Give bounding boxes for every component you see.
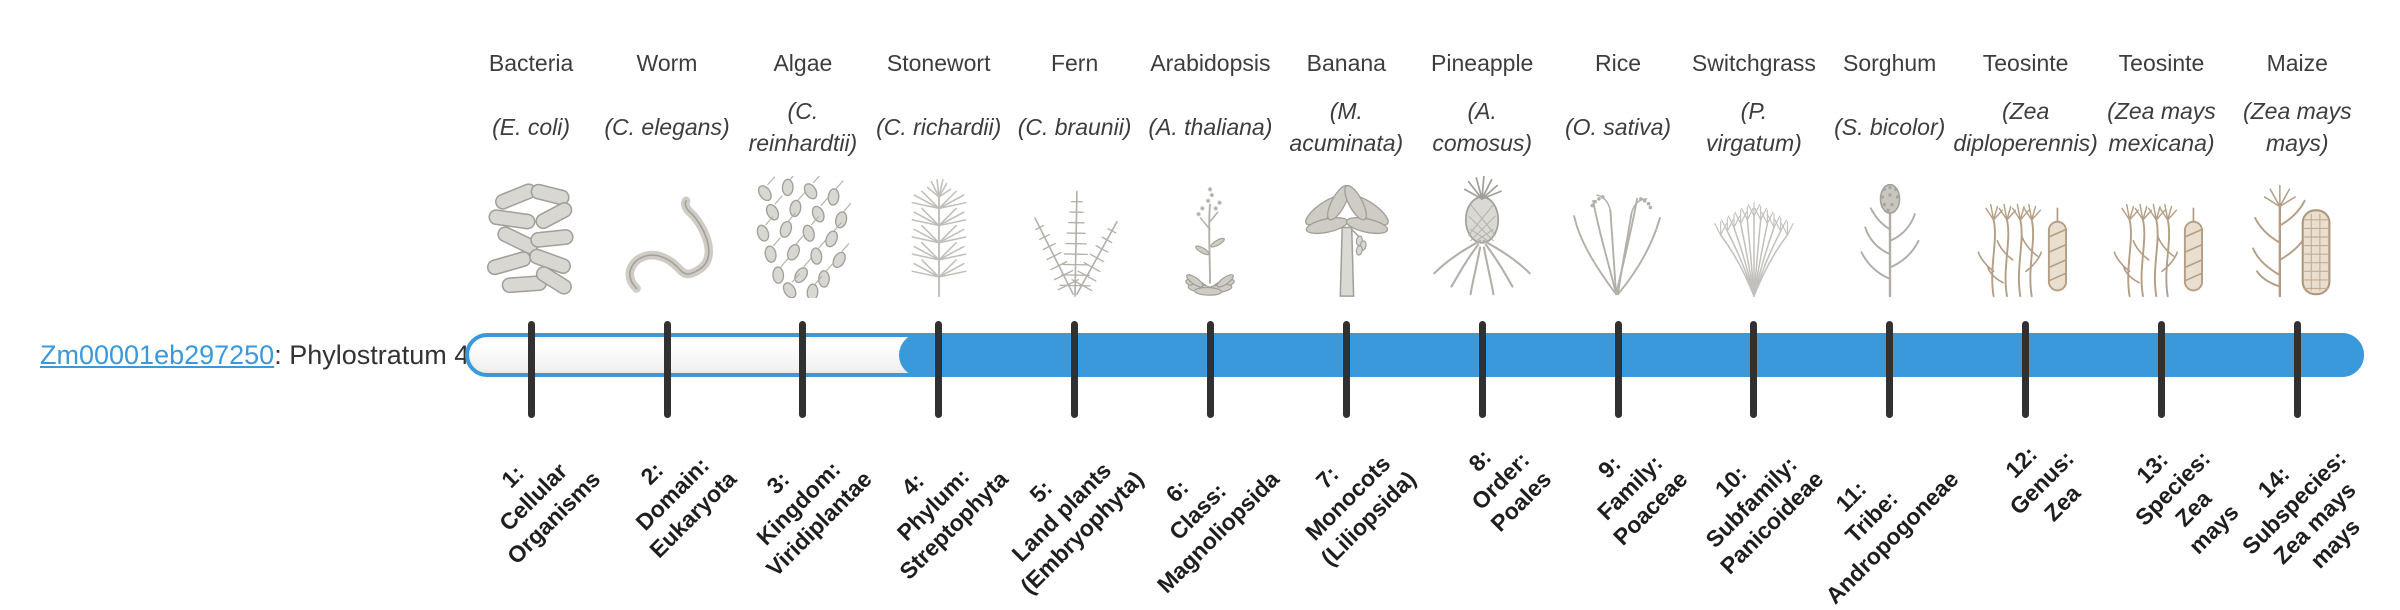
taxon-illustration-slot bbox=[873, 172, 1005, 298]
pineapple-icon bbox=[1419, 176, 1545, 298]
stratum-tick bbox=[1750, 321, 1757, 418]
stratum-label: 6:Class:Magnoliopsida bbox=[1111, 424, 1286, 599]
teosinte-icon bbox=[2099, 176, 2225, 298]
taxon-illustration-slot bbox=[1960, 172, 2092, 298]
stratum-tick bbox=[1886, 321, 1893, 418]
taxon-illustration-slot bbox=[2231, 172, 2363, 298]
taxon-illustration-slot bbox=[1688, 172, 1820, 298]
stratum-tick bbox=[1071, 321, 1078, 418]
bacteria-icon bbox=[468, 176, 594, 298]
worm-icon bbox=[604, 176, 730, 298]
stratum-label: 12:Genus:Zea bbox=[1984, 424, 2102, 542]
stratum-label: 11:Tribe:Andropogoneae bbox=[1779, 424, 1965, 610]
stratum-label: 4:Phylum:Streptophyta bbox=[852, 424, 1014, 586]
stratum-tick bbox=[1207, 321, 1214, 418]
taxon-illustration-slot bbox=[601, 172, 733, 298]
stratum-label: 2:Domain:Eukaryota bbox=[602, 424, 742, 564]
stratum-tick bbox=[528, 321, 535, 418]
taxon-common-name: Maize bbox=[2197, 48, 2397, 78]
taxon-illustration-slot bbox=[465, 172, 597, 298]
phylostratum-diagram: Zm00001eb297250: Phylostratum 4 Bacteria… bbox=[0, 0, 2400, 580]
taxon-illustration-slot bbox=[1416, 172, 1548, 298]
stratum-tick bbox=[2294, 321, 2301, 418]
stratum-tick bbox=[1343, 321, 1350, 418]
timeline-filled-segment bbox=[899, 333, 2364, 377]
taxon-illustration-slot bbox=[737, 172, 869, 298]
stratum-label: 8:Order:Poales bbox=[1444, 424, 1558, 538]
stratum-label: 3:Kingdom:Viridiplantae bbox=[720, 424, 879, 583]
stratum-tick bbox=[664, 321, 671, 418]
taxon-scientific-name-line: mays) bbox=[2197, 127, 2397, 159]
switchgrass-icon bbox=[1691, 176, 1817, 298]
stonewort-icon bbox=[876, 176, 1002, 298]
rice-icon bbox=[1555, 176, 1681, 298]
maize-icon bbox=[2234, 176, 2360, 298]
gene-phylostratum-text: : Phylostratum 4 bbox=[274, 340, 469, 370]
taxon-illustration-slot bbox=[1144, 172, 1276, 298]
taxon-illustration-slot bbox=[1280, 172, 1412, 298]
stratum-label: 7:Monocots(Liliopsida) bbox=[1274, 424, 1422, 572]
algae-icon bbox=[740, 176, 866, 298]
stratum-tick bbox=[2158, 321, 2165, 418]
stratum-label: 9:Family:Poaceae bbox=[1566, 424, 1694, 552]
stratum-tick bbox=[799, 321, 806, 418]
taxon-illustration-slot bbox=[1552, 172, 1684, 298]
stratum-label: 5:Land plants(Embryophyta) bbox=[974, 424, 1150, 600]
arabidopsis-icon bbox=[1147, 176, 1273, 298]
fern-icon bbox=[1012, 176, 1138, 298]
taxon-illustration-slot bbox=[2096, 172, 2228, 298]
sorghum-icon bbox=[1827, 176, 1953, 298]
stratum-tick bbox=[935, 321, 942, 418]
stratum-tick bbox=[1615, 321, 1622, 418]
taxon-illustration-slot bbox=[1824, 172, 1956, 298]
banana-icon bbox=[1283, 176, 1409, 298]
taxon-illustration-slot bbox=[1009, 172, 1141, 298]
teosinte-icon bbox=[1963, 176, 2089, 298]
gene-id-link[interactable]: Zm00001eb297250 bbox=[40, 340, 274, 370]
stratum-tick bbox=[2022, 321, 2029, 418]
gene-label: Zm00001eb297250: Phylostratum 4 bbox=[40, 338, 469, 372]
taxon-scientific-name-line: (Zea mays bbox=[2197, 95, 2397, 127]
stratum-tick bbox=[1479, 321, 1486, 418]
